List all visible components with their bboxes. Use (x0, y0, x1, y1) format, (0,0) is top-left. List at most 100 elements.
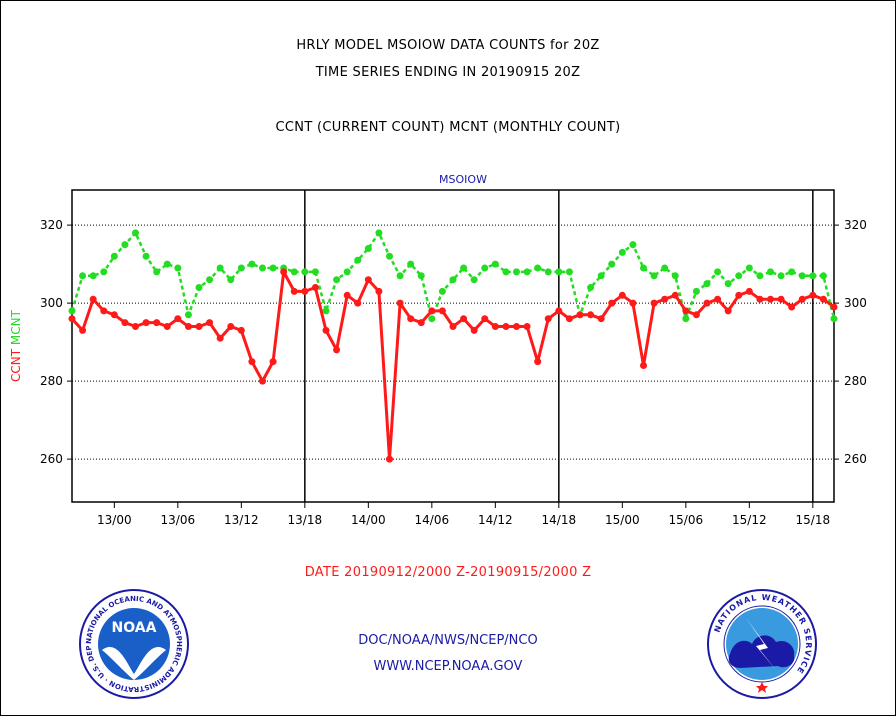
data-point-mcnt (788, 268, 796, 276)
data-point-ccnt (640, 362, 647, 369)
label-layer: 260 260 280 280 300 300 320 320 13/00 13/06 13/12 1… (9, 173, 867, 527)
data-point-mcnt (386, 252, 393, 260)
data-point-mcnt (184, 311, 192, 319)
data-point-mcnt (396, 272, 404, 280)
data-point-mcnt (640, 264, 647, 272)
data-point-ccnt (396, 299, 404, 307)
plot-title: MSOIOW (439, 173, 487, 186)
data-point-mcnt (745, 264, 753, 272)
x-tick-label: 15/06 (669, 513, 704, 527)
data-point-mcnt (565, 268, 573, 276)
data-point-mcnt (269, 264, 277, 272)
data-point-ccnt (534, 358, 542, 366)
data-point-ccnt (237, 326, 245, 334)
nws-logo: NATIONAL WEATHER SERVICE (707, 589, 817, 699)
data-point-mcnt (502, 268, 510, 276)
data-point-ccnt (767, 295, 774, 303)
data-point-mcnt (460, 264, 468, 272)
y-tick-label-left: 280 (40, 374, 63, 388)
data-point-mcnt (544, 268, 552, 276)
data-point-ccnt (184, 323, 192, 330)
data-point-mcnt (195, 284, 203, 291)
data-point-ccnt (523, 323, 531, 330)
data-point-mcnt (692, 287, 700, 295)
data-point-mcnt (417, 272, 425, 280)
data-point-mcnt (618, 248, 626, 256)
data-point-mcnt (428, 315, 436, 323)
data-point-ccnt (703, 299, 711, 307)
x-tick-label: 13/18 (288, 513, 323, 527)
data-point-mcnt (354, 256, 362, 264)
website-link[interactable]: WWW.NCEP.NOAA.GOV (373, 659, 523, 674)
y-tick-label-right: 300 (844, 296, 867, 310)
data-point-mcnt (110, 252, 118, 260)
data-point-mcnt (777, 272, 785, 280)
data-point-ccnt (724, 307, 732, 315)
data-point-mcnt (364, 245, 372, 252)
data-point-ccnt (269, 358, 277, 366)
axes-layer (67, 189, 839, 508)
chart-title-line2: TIME SERIES ENDING IN 20190915 20Z (315, 65, 581, 80)
data-point-mcnt (587, 284, 595, 291)
data-point-mcnt (756, 272, 764, 280)
data-point-mcnt (259, 264, 266, 272)
data-point-mcnt (322, 307, 330, 315)
data-point-ccnt (428, 307, 436, 315)
data-point-ccnt (68, 315, 76, 323)
y-tick-label-right: 320 (844, 218, 867, 232)
data-point-mcnt (767, 268, 774, 276)
data-point-mcnt (438, 287, 446, 295)
data-point-ccnt (290, 287, 298, 295)
data-point-ccnt (174, 315, 182, 323)
series-layer (68, 229, 838, 463)
data-point-mcnt (809, 272, 817, 280)
data-point-ccnt (460, 315, 468, 323)
data-point-ccnt (502, 323, 510, 330)
data-point-ccnt (798, 295, 806, 303)
data-point-mcnt (132, 229, 139, 237)
x-tick-label: 14/00 (351, 513, 386, 527)
data-point-ccnt (735, 291, 743, 299)
data-point-ccnt (661, 295, 669, 303)
data-point-ccnt (227, 323, 235, 330)
y-tick-label-left: 300 (40, 296, 63, 310)
data-point-ccnt (692, 311, 700, 319)
org-label: DOC/NOAA/NWS/NCEP/NCO (358, 633, 538, 648)
y-axis-label-ccnt: CCNT (9, 345, 23, 382)
data-point-mcnt (523, 268, 531, 276)
x-tick-label: 15/18 (796, 513, 831, 527)
data-point-ccnt (788, 303, 796, 311)
data-point-ccnt (671, 291, 679, 299)
data-point-ccnt (79, 326, 87, 334)
data-point-mcnt (333, 276, 341, 284)
data-point-ccnt (142, 319, 150, 327)
data-point-mcnt (491, 260, 499, 268)
data-point-mcnt (375, 229, 383, 237)
data-point-mcnt (597, 272, 605, 280)
data-point-ccnt (364, 276, 372, 284)
data-point-mcnt (248, 260, 256, 268)
data-point-ccnt (650, 299, 658, 307)
data-point-mcnt (68, 307, 76, 315)
data-point-mcnt (830, 315, 838, 323)
data-point-mcnt (216, 264, 224, 272)
data-point-mcnt (142, 252, 150, 260)
data-point-mcnt (481, 264, 489, 272)
data-point-mcnt (650, 272, 658, 280)
x-tick-label: 15/12 (732, 513, 767, 527)
data-point-ccnt (322, 326, 330, 334)
data-point-ccnt (513, 323, 520, 330)
data-point-ccnt (756, 295, 764, 303)
data-point-mcnt (79, 272, 87, 280)
data-point-ccnt (375, 287, 383, 295)
data-point-ccnt (248, 358, 256, 366)
data-point-mcnt (343, 268, 351, 276)
data-point-ccnt (121, 319, 129, 327)
data-point-mcnt (629, 241, 637, 249)
data-point-ccnt (629, 299, 637, 307)
data-point-ccnt (438, 307, 446, 315)
x-tick-label: 14/18 (542, 513, 577, 527)
data-point-mcnt (311, 268, 319, 276)
data-point-mcnt (513, 268, 520, 276)
data-point-mcnt (174, 264, 182, 272)
